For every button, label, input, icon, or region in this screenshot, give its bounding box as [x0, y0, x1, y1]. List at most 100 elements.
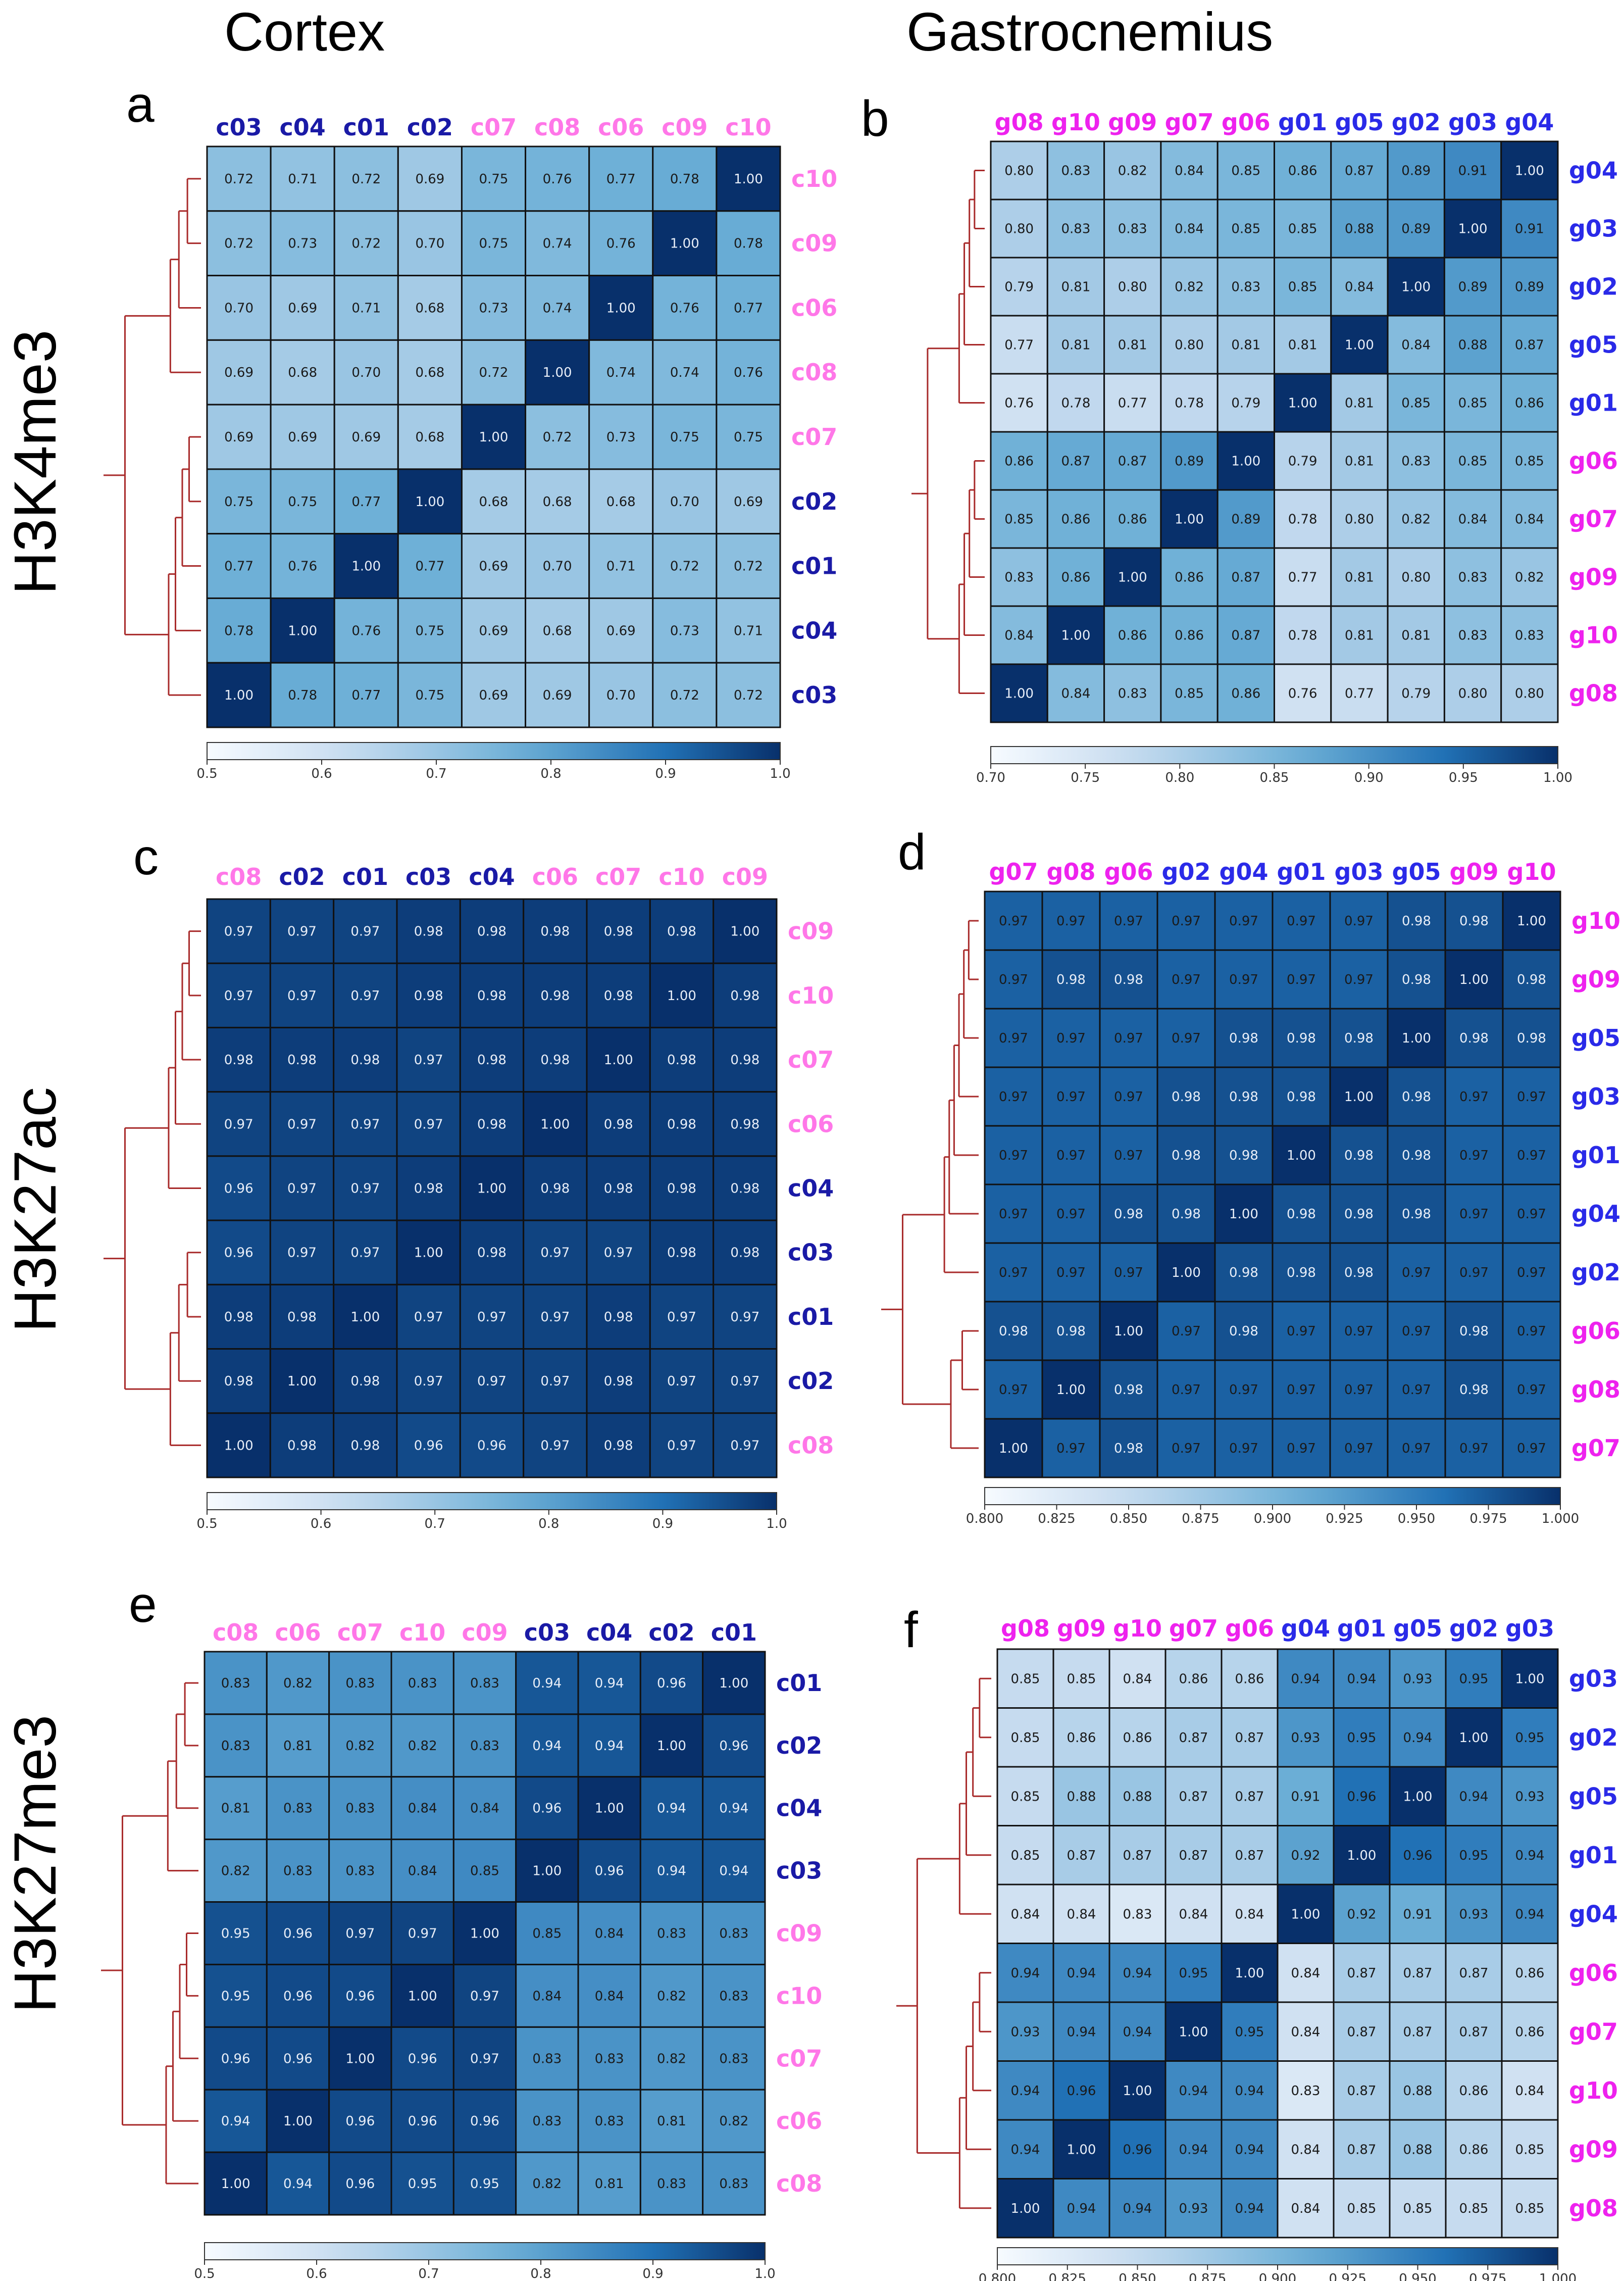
heatmap-cell-value: 0.96 [283, 1989, 313, 2004]
heatmap-cell-value: 0.76 [543, 172, 572, 187]
heatmap-cell [1160, 373, 1219, 433]
heatmap-cell [1103, 547, 1162, 607]
heatmap-cell-value: 0.96 [470, 2114, 499, 2129]
colorbar [207, 742, 781, 760]
heatmap-cell-value: 0.96 [283, 1926, 313, 1942]
heatmap-cell-value: 0.89 [1231, 512, 1260, 527]
heatmap-cell-value: 0.87 [1347, 2142, 1377, 2157]
heatmap-cell-value: 0.83 [345, 1864, 375, 1879]
heatmap-cell-value: 0.83 [657, 2176, 686, 2192]
heatmap-cell [515, 1839, 579, 1903]
heatmap-cell-value: 0.93 [1515, 1789, 1545, 1804]
heatmap-cell-value: 0.84 [1345, 280, 1374, 295]
heatmap-cell-value: 0.96 [595, 1864, 624, 1879]
heatmap-cell-value: 0.97 [1517, 1265, 1546, 1280]
heatmap-cell-value: 0.94 [1123, 1966, 1152, 1981]
heatmap-cell-value: 0.97 [1114, 1031, 1143, 1046]
heatmap-cell-value: 0.79 [1004, 280, 1034, 295]
heatmap-cell [459, 1348, 525, 1414]
heatmap-cell [1502, 1008, 1561, 1068]
heatmap-cell-value: 0.94 [1235, 2084, 1264, 2099]
heatmap-cell [702, 1776, 766, 1841]
heatmap-cell-value: 0.86 [1175, 628, 1204, 643]
heatmap-cell-value: 0.83 [1118, 686, 1147, 702]
heatmap-cell-value: 0.97 [540, 1310, 570, 1325]
row-label-c04: c04 [791, 617, 837, 644]
heatmap-cell [1099, 1125, 1158, 1185]
column-label-c02: c02 [407, 114, 453, 141]
colorbar-tick-label: 0.5 [194, 2266, 215, 2281]
heatmap-cell-value: 0.69 [224, 365, 253, 380]
heatmap-cell-value: 0.72 [224, 172, 253, 187]
heatmap-cell-value: 0.97 [999, 972, 1028, 987]
heatmap-cell [270, 275, 335, 341]
heatmap-cell-value: 0.83 [719, 1926, 748, 1942]
heatmap-cell-value: 0.96 [1123, 2142, 1152, 2157]
heatmap-cell-value: 0.86 [1175, 570, 1204, 585]
column-label-c01: c01 [711, 1619, 757, 1646]
heatmap-cell [525, 339, 590, 406]
heatmap-cell [266, 1713, 330, 1778]
row-label-g03: g03 [1569, 215, 1618, 242]
heatmap-cell-value: 0.81 [657, 2114, 686, 2129]
heatmap-cell [1330, 547, 1389, 607]
heatmap-cell-value: 0.71 [351, 301, 381, 316]
heatmap-cell-value: 0.87 [1235, 1789, 1264, 1804]
row-label-g02: g02 [1569, 1724, 1618, 1751]
row-label-g03: g03 [1569, 1665, 1618, 1692]
heatmap-cell-value: 0.93 [1179, 2201, 1208, 2216]
row-label-g10: g10 [1571, 907, 1620, 934]
heatmap-cell [1500, 315, 1559, 375]
heatmap-cell [523, 898, 588, 964]
heatmap-cell [461, 597, 527, 664]
heatmap-cell [577, 1713, 641, 1778]
heatmap-cell [1164, 1707, 1223, 1768]
heatmap-cell [1389, 1648, 1447, 1709]
heatmap-cell [1103, 431, 1162, 491]
heatmap-cell-value: 0.95 [1235, 2024, 1264, 2040]
heatmap-cell [333, 1412, 398, 1478]
column-label-c09: c09 [462, 1619, 508, 1646]
heatmap-cell [1502, 1418, 1561, 1478]
heatmap-cell-value: 0.84 [408, 1801, 437, 1816]
heatmap-cell-value: 0.84 [1291, 1966, 1321, 1981]
heatmap-cell [459, 898, 525, 964]
colorbar-tick-label: 0.6 [311, 1516, 331, 1531]
heatmap-cell-value: 0.97 [477, 1310, 506, 1325]
heatmap-cell-value: 0.97 [350, 1181, 380, 1197]
colorbar-tick-label: 0.7 [418, 2266, 439, 2281]
heatmap-cell-value: 0.79 [1288, 454, 1317, 469]
heatmap-cell-value: 0.96 [224, 1181, 253, 1197]
heatmap-cell [1216, 315, 1275, 375]
heatmap-cell-value: 0.94 [283, 2176, 313, 2192]
heatmap-cell-value: 0.98 [667, 1181, 696, 1197]
heatmap-cell-value: 0.96 [345, 1989, 375, 2004]
heatmap-cell-value: 0.98 [1459, 1031, 1489, 1046]
heatmap-cell [1329, 1008, 1389, 1068]
heatmap-cell [577, 1776, 641, 1841]
heatmap-cell [523, 1091, 588, 1157]
heatmap-cell [1052, 2001, 1110, 2062]
heatmap-cell [716, 597, 781, 664]
colorbar-tick-label: 1.0 [754, 2266, 775, 2281]
heatmap-cell [652, 533, 718, 599]
colorbar-tick-label: 0.5 [196, 1516, 217, 1531]
heatmap-cell-value: 0.81 [283, 1739, 313, 1754]
heatmap-cell-value: 0.95 [1459, 1848, 1489, 1863]
heatmap-cell-value: 0.97 [1229, 1441, 1258, 1456]
column-label-g09: g09 [1450, 858, 1499, 885]
heatmap-cell-value: 0.97 [1344, 914, 1374, 929]
heatmap-cell-value: 0.97 [540, 1438, 570, 1453]
heatmap-cell-value: 0.84 [1175, 164, 1204, 179]
heatmap-cell-value: 1.00 [719, 1676, 748, 1691]
heatmap-cell-value: 0.96 [1403, 1848, 1433, 1863]
heatmap-cell [1387, 1242, 1446, 1303]
heatmap-cell [333, 662, 399, 728]
colorbar-tick-label: 0.80 [1165, 770, 1194, 785]
heatmap-cell [1333, 2001, 1391, 2062]
heatmap-cell-value: 0.82 [657, 1989, 686, 2004]
column-label-c02: c02 [648, 1619, 694, 1646]
heatmap-cell [1108, 2001, 1166, 2062]
heatmap-cell [1156, 1066, 1216, 1127]
heatmap-cell-value: 0.69 [288, 301, 317, 316]
